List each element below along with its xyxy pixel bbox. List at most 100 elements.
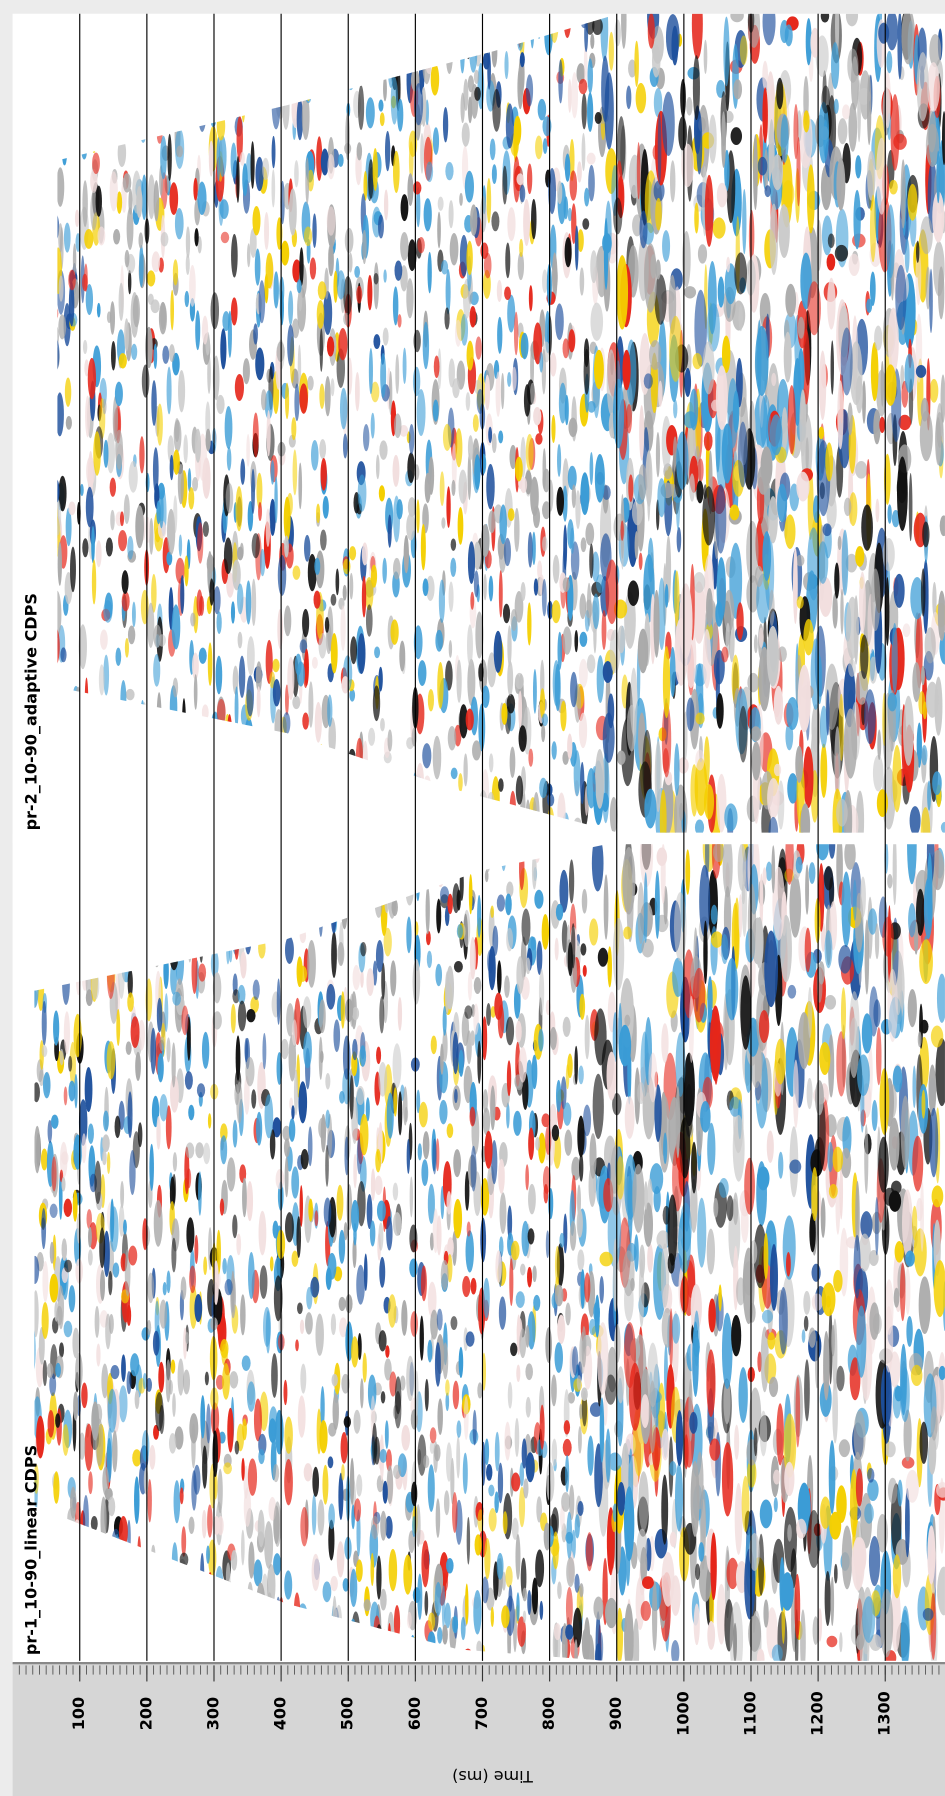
seismic-event bbox=[163, 1282, 167, 1295]
seismic-event bbox=[756, 1161, 767, 1226]
seismic-event bbox=[888, 693, 897, 712]
seismic-event bbox=[236, 486, 243, 531]
seismic-event bbox=[427, 951, 432, 968]
seismic-event bbox=[492, 164, 497, 184]
seismic-event bbox=[159, 1299, 167, 1328]
seismic-event bbox=[396, 499, 402, 519]
seismic-event bbox=[363, 424, 369, 451]
seismic-event bbox=[434, 356, 440, 378]
seismic-event bbox=[350, 636, 357, 664]
seismic-event bbox=[655, 198, 662, 231]
seismic-event bbox=[590, 452, 594, 485]
seismic-event bbox=[394, 413, 402, 438]
seismic-event bbox=[147, 1320, 151, 1335]
seismic-event bbox=[246, 434, 250, 467]
seismic-event bbox=[202, 316, 208, 345]
seismic-event bbox=[171, 1359, 176, 1373]
seismic-event bbox=[244, 1038, 248, 1062]
seismic-event bbox=[767, 778, 780, 819]
seismic-event bbox=[487, 51, 491, 89]
seismic-event bbox=[252, 533, 260, 558]
seismic-event bbox=[833, 1270, 842, 1292]
seismic-event bbox=[425, 473, 431, 503]
seismic-event bbox=[832, 1378, 838, 1443]
seismic-event bbox=[906, 1316, 912, 1347]
seismic-event bbox=[693, 572, 705, 593]
seismic-event bbox=[275, 1410, 284, 1455]
seismic-event bbox=[579, 632, 587, 647]
seismic-event bbox=[231, 1550, 237, 1571]
seismic-event bbox=[70, 1487, 76, 1519]
seismic-event bbox=[431, 1036, 437, 1055]
seismic-event bbox=[303, 996, 311, 1028]
seismic-event bbox=[444, 1603, 450, 1629]
seismic-event bbox=[218, 1516, 224, 1535]
seismic-event bbox=[584, 349, 590, 395]
seismic-event bbox=[411, 1482, 417, 1507]
seismic-event bbox=[762, 531, 771, 581]
seismic-event bbox=[531, 937, 537, 951]
seismic-event bbox=[564, 196, 569, 219]
seismic-event bbox=[762, 87, 767, 143]
seismic-event bbox=[854, 1235, 861, 1299]
seismic-event bbox=[563, 1213, 567, 1253]
seismic-event bbox=[617, 1482, 625, 1516]
seismic-event bbox=[905, 354, 915, 393]
seismic-event bbox=[406, 1356, 414, 1402]
seismic-event bbox=[575, 490, 580, 529]
seismic-event bbox=[115, 1116, 121, 1138]
seismic-event bbox=[340, 388, 347, 430]
seismic-event bbox=[811, 1167, 818, 1221]
seismic-event bbox=[738, 422, 748, 488]
seismic-event bbox=[467, 341, 474, 371]
seismic-event bbox=[734, 252, 747, 294]
seismic-event bbox=[236, 1035, 241, 1081]
seismic-event bbox=[582, 133, 586, 171]
seismic-event bbox=[285, 383, 289, 419]
seismic-event bbox=[209, 141, 214, 177]
seismic-event bbox=[577, 161, 582, 182]
seismic-event bbox=[127, 1371, 132, 1394]
seismic-event bbox=[242, 1418, 247, 1440]
seismic-event bbox=[267, 410, 271, 456]
seismic-event bbox=[796, 137, 800, 206]
seismic-event bbox=[594, 350, 604, 389]
seismic-event bbox=[102, 1134, 110, 1152]
seismic-event bbox=[193, 178, 197, 201]
seismic-event bbox=[819, 350, 826, 420]
seismic-event bbox=[920, 411, 933, 461]
seismic-event bbox=[763, 1599, 768, 1627]
seismic-event bbox=[704, 784, 714, 820]
seismic-event bbox=[673, 399, 677, 418]
seismic-event bbox=[298, 966, 307, 982]
seismic-event bbox=[154, 344, 158, 369]
seismic-event bbox=[457, 924, 463, 938]
seismic-event bbox=[581, 537, 587, 552]
seismic-event bbox=[527, 163, 532, 194]
seismic-event bbox=[522, 909, 531, 946]
seismic-event bbox=[516, 1365, 520, 1382]
seismic-event bbox=[327, 206, 336, 235]
seismic-event bbox=[151, 380, 156, 426]
seismic-event bbox=[758, 157, 768, 176]
seismic-event bbox=[315, 1314, 323, 1356]
seismic-event bbox=[82, 1133, 87, 1163]
seismic-event bbox=[696, 480, 703, 503]
seismic-event bbox=[374, 262, 379, 309]
seismic-event bbox=[695, 713, 704, 725]
seismic-event bbox=[652, 1580, 657, 1651]
seismic-event bbox=[331, 1314, 336, 1336]
seismic-event bbox=[225, 406, 233, 449]
seismic-event bbox=[527, 1590, 531, 1615]
seismic-event bbox=[231, 1004, 236, 1034]
seismic-event bbox=[929, 1108, 938, 1177]
seismic-event bbox=[655, 871, 660, 939]
seismic-event bbox=[195, 1142, 203, 1158]
seismic-event bbox=[374, 273, 379, 285]
seismic-event bbox=[203, 521, 209, 537]
seismic-event bbox=[492, 433, 497, 453]
seismic-event bbox=[170, 290, 174, 331]
seismic-event bbox=[380, 1589, 387, 1611]
seismic-event bbox=[497, 280, 502, 302]
seismic-event bbox=[838, 536, 842, 550]
